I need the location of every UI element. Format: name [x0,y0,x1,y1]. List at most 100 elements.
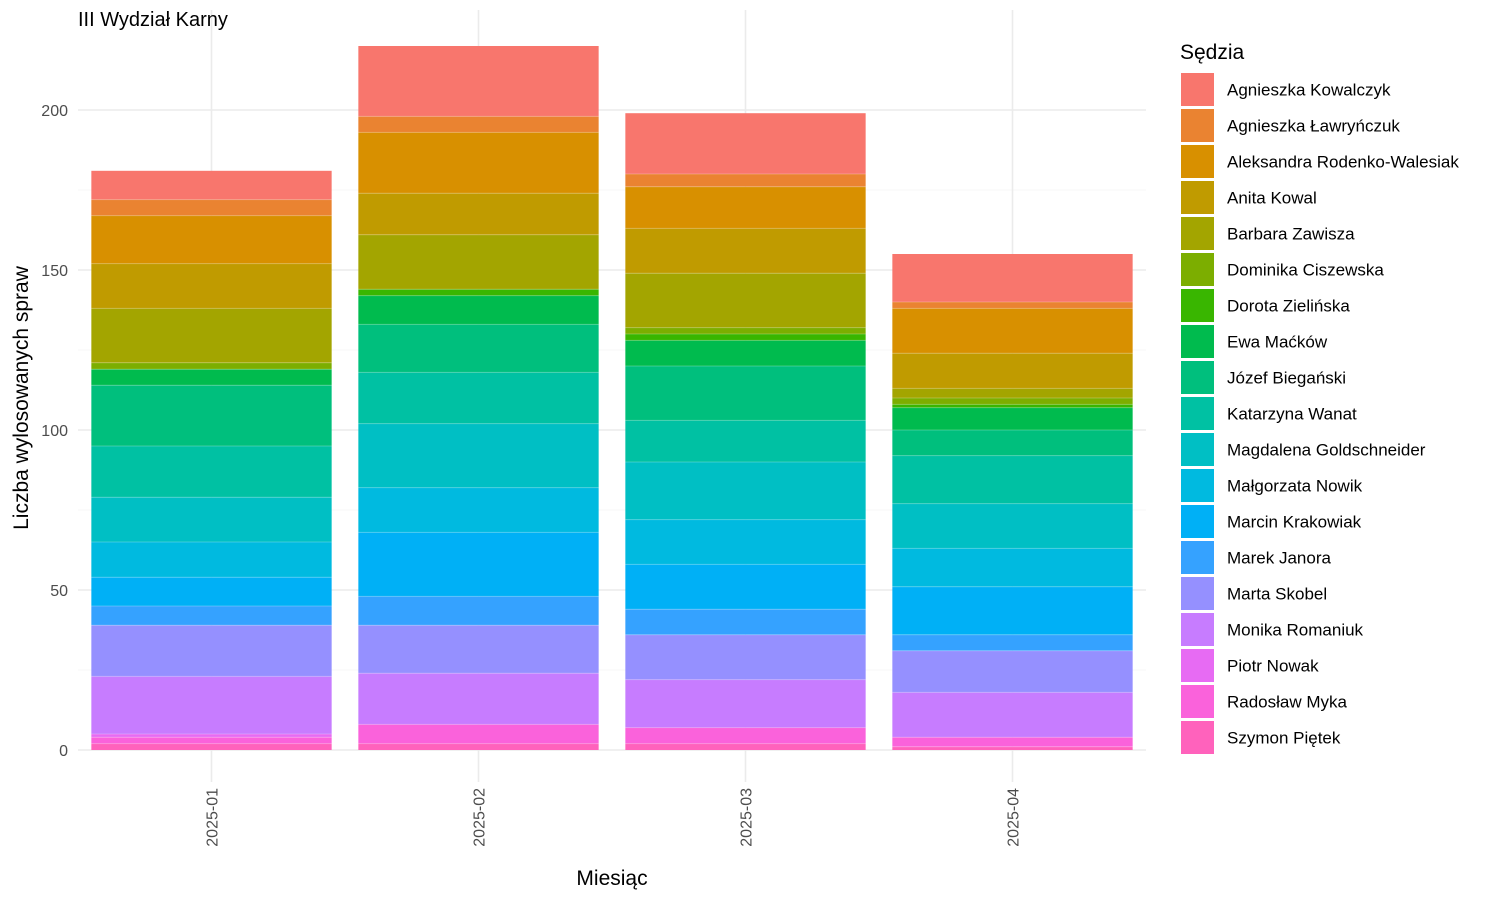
legend-swatch [1181,541,1214,574]
bar-segment [892,586,1133,635]
legend-item: Agnieszka Kowalczyk [1181,73,1391,106]
bar-segment [892,302,1133,309]
bar-segment [892,308,1133,354]
bar-segment [91,263,332,309]
bar-segment [91,369,332,386]
bar-segment [892,404,1133,408]
bar-segment [358,234,599,290]
y-axis-title: Liczba wylosowanych spraw [10,265,33,530]
bar-segment [91,170,332,200]
bar-segment [892,254,1133,302]
legend-swatch [1181,685,1214,718]
bar-segment [91,676,332,734]
x-axis-title: Miesiąc [576,867,647,890]
legend-item: Piotr Nowak [1181,649,1319,682]
legend-label: Marek Janora [1227,549,1331,568]
y-tick-label: 0 [59,743,68,760]
legend-item: Magdalena Goldschneider [1181,433,1426,466]
bar-segment [625,634,866,680]
bar-segment [625,420,866,462]
legend-item: Józef Biegański [1181,361,1346,394]
legend-label: Małgorzata Nowik [1227,477,1363,496]
bar-segment [625,334,866,341]
bars [91,46,1133,750]
bar-segment [358,724,599,744]
y-tick-label: 100 [41,423,68,440]
bar-segment [625,519,866,565]
legend: Sędzia Agnieszka Kowalczyk Agnieszka Ławr… [1180,41,1459,754]
bar-segment [625,743,866,750]
bar-segment [358,295,599,325]
bar-segment [625,609,866,635]
legend-label: Monika Romaniuk [1227,621,1364,640]
bar-segment [91,497,332,542]
legend-label: Szymon Piętek [1227,729,1341,748]
legend-swatch [1181,145,1214,178]
x-tick-label: 2025-04 [1006,788,1023,847]
bar-segment [892,737,1133,747]
legend-label: Ewa Maćków [1227,333,1328,352]
legend-item: Barbara Zawisza [1181,217,1355,250]
bar-segment [625,727,866,744]
legend-label: Magdalena Goldschneider [1227,441,1426,460]
bar-segment [358,46,599,117]
legend-item: Marta Skobel [1181,577,1327,610]
bar-segment [91,743,332,750]
bar-segment [91,542,332,578]
x-tick-label: 2025-01 [205,788,222,847]
bar-segment [625,462,866,520]
bar-segment [91,308,332,363]
legend-label: Katarzyna Wanat [1227,405,1357,424]
legend-label: Radosław Myka [1227,693,1348,712]
x-tick-label: 2025-03 [739,788,756,847]
bar-segment [625,327,866,334]
legend-swatch [1181,73,1214,106]
legend-item: Ewa Maćków [1181,325,1328,358]
bar-segment [91,362,332,370]
legend-item: Monika Romaniuk [1181,613,1364,646]
bar-segment [91,385,332,446]
legend-item: Małgorzata Nowik [1181,469,1363,502]
bar-segment [91,446,332,498]
legend-swatch [1181,433,1214,466]
legend-item: Marek Janora [1181,541,1331,574]
bar-segment [358,324,599,373]
legend-swatch [1181,613,1214,646]
bar-segment [358,487,599,533]
legend-item: Katarzyna Wanat [1181,397,1357,430]
legend-swatch [1181,577,1214,610]
legend-swatch [1181,397,1214,430]
bar-segment [358,116,599,133]
bar-segment [892,388,1133,398]
bar-segment [91,737,332,744]
bar-segment [892,548,1133,587]
legend-label: Piotr Nowak [1227,657,1319,676]
chart-title: III Wydział Karny [78,9,228,31]
y-tick-label: 50 [50,583,68,600]
y-tick-label: 150 [41,263,68,280]
bar-segment [892,407,1133,430]
bar-segment [358,423,599,488]
legend-label: Agnieszka Ławryńczuk [1227,117,1400,136]
bar-segment [625,366,866,421]
bar-segment [358,596,599,626]
legend-swatch [1181,505,1214,538]
legend-label: Dominika Ciszewska [1227,261,1384,280]
legend-swatch [1181,217,1214,250]
bar-segment [625,564,866,610]
bar-segment [91,606,332,626]
bar-segment [358,372,599,424]
bar-segment [625,679,866,728]
bar-segment [892,353,1133,389]
bar-segment [892,455,1133,504]
legend-swatch [1181,469,1214,502]
bar-segment [358,673,599,725]
bar-segment [625,273,866,328]
bar-segment [625,113,866,174]
legend-label: Marta Skobel [1227,585,1327,604]
legend-label: Barbara Zawisza [1227,225,1355,244]
bar-segment [892,634,1133,651]
legend-item: Aleksandra Rodenko-Walesiak [1181,145,1459,178]
bar-segment [892,430,1133,456]
